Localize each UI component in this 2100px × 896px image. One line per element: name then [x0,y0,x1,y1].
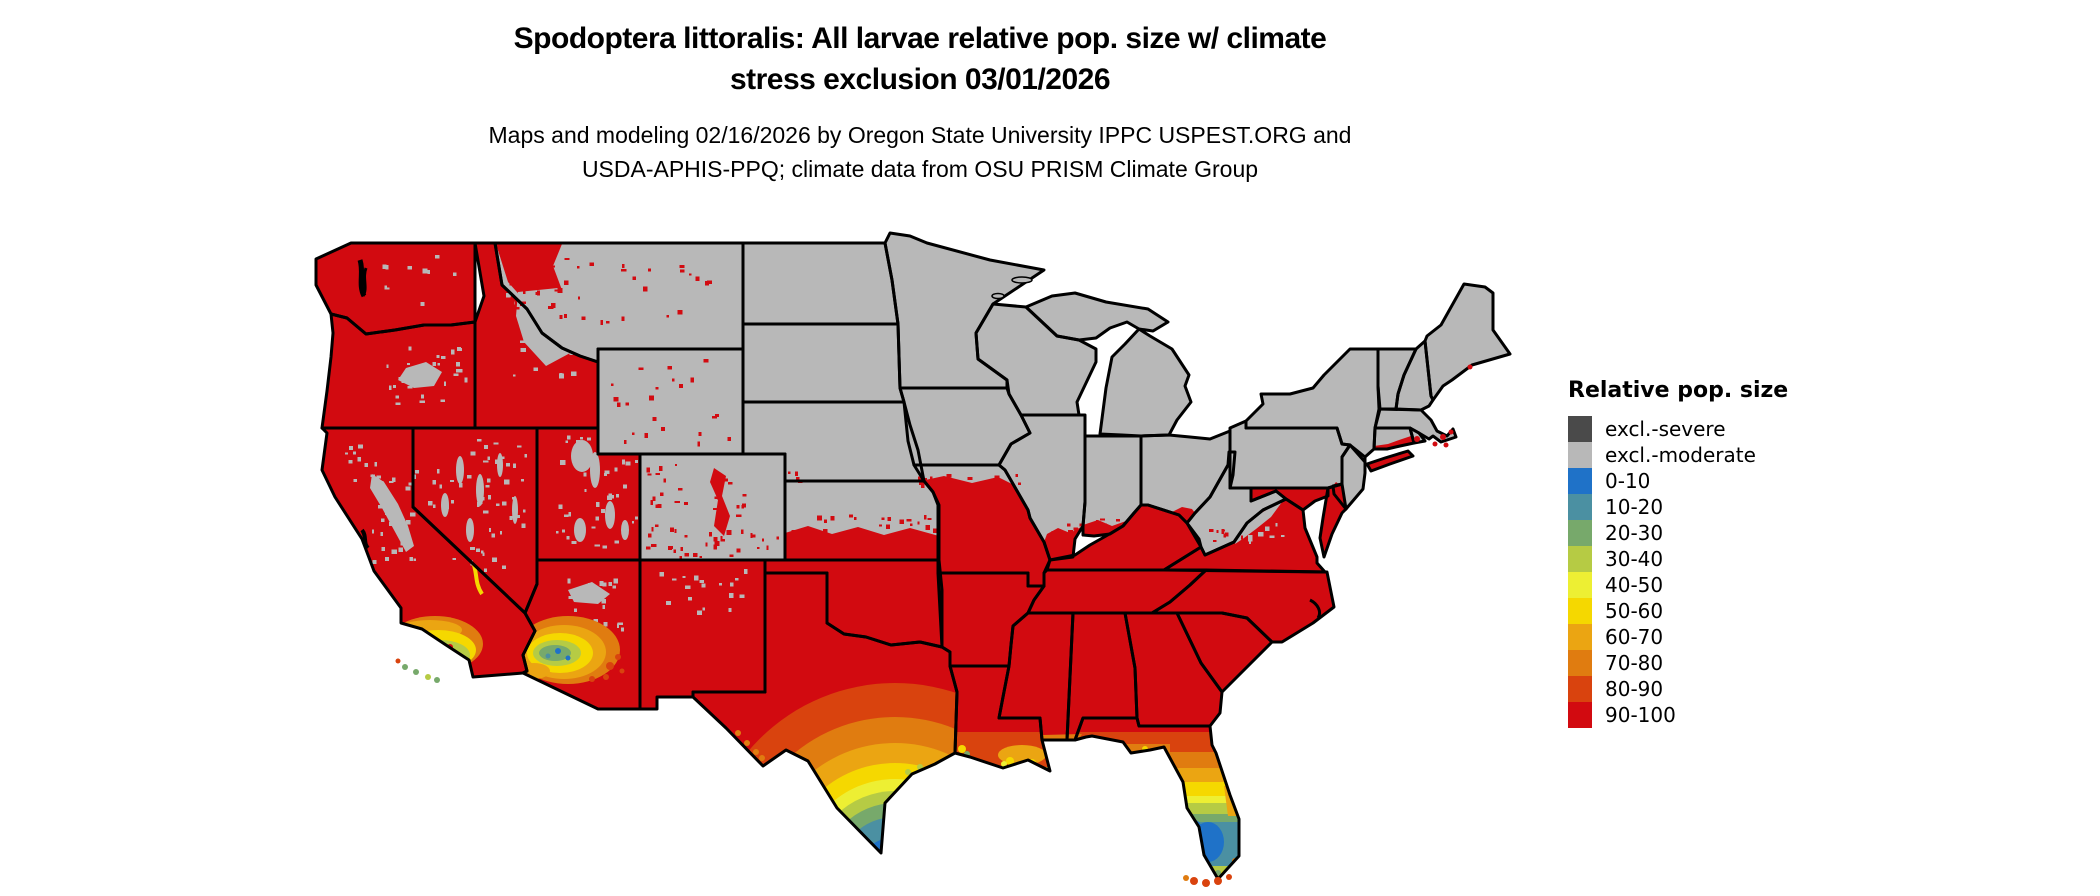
state-ms [999,613,1073,740]
state-nm [640,560,765,709]
state-nh [1396,341,1433,410]
state-al [1067,613,1137,740]
legend-item: 10-20 [1568,494,1788,520]
coastal-dots [1183,364,1473,887]
legend-item: 80-90 [1568,676,1788,702]
legend-item: 90-100 [1568,702,1788,728]
legend-item-label: 50-60 [1605,599,1664,623]
state-ar [938,573,1044,666]
legend-item: 30-40 [1568,546,1788,572]
state-ok [765,560,942,647]
legend-item-label: excl.-severe [1605,417,1726,441]
map-patches [370,244,1414,604]
state-li [1367,451,1413,471]
water-features [357,259,1322,619]
state-ia [900,388,1030,465]
legend-title: Relative pop. size [1568,378,1789,403]
state-ga [1125,613,1222,726]
us-population-map [310,230,1530,892]
state-tn [1028,570,1206,613]
legend-swatch [1568,598,1592,624]
legend-swatch [1568,624,1592,650]
legend-item-label: 70-80 [1605,651,1664,675]
state-sc [1177,613,1272,692]
figure-header: Spodoptera littoralis: All larvae relati… [270,18,1570,186]
legend-item-label: excl.-moderate [1605,443,1756,467]
state-ne [743,402,924,481]
state-ma [1375,409,1456,442]
state-me [1425,284,1510,400]
state-mn [885,233,1044,388]
legend-item: 40-50 [1568,572,1788,598]
legend-item-label: 20-30 [1605,521,1664,545]
page-title-line-2: stress exclusion 03/01/2026 [729,63,1111,96]
legend-item-label: 60-70 [1605,625,1664,649]
legend-item-label: 80-90 [1605,677,1664,701]
legend-item: 20-30 [1568,520,1788,546]
legend-item-label: 10-20 [1605,495,1664,519]
state-vt [1378,349,1416,409]
state-il [999,415,1085,560]
legend-item-label: 30-40 [1605,547,1664,571]
subtitle-line-1: Maps and modeling 02/16/2026 by Oregon S… [488,122,1352,148]
state-nd [743,243,898,324]
state-nc [1152,570,1334,642]
legend-swatch [1568,676,1592,702]
state-or [322,314,475,428]
us-map-svg [314,231,1512,887]
legend-swatch [1568,416,1592,442]
legend-swatch [1568,494,1592,520]
legend-item: excl.-severe [1568,416,1788,442]
legend-swatch [1568,546,1592,572]
legend-item: 50-60 [1568,598,1788,624]
state-wi [976,304,1096,415]
state-in [1083,436,1141,536]
legend-swatch [1568,702,1592,728]
legend-item: excl.-moderate [1568,442,1788,468]
legend-swatch [1568,520,1592,546]
figure-subtitle: Maps and modeling 02/16/2026 by Oregon S… [270,118,1570,186]
legend: Relative pop. size excl.-severe excl.-mod… [1568,378,1788,728]
map-speckles [344,248,1285,632]
state-wa [316,243,475,334]
legend-swatch [1568,650,1592,676]
subtitle-line-2: USDA-APHIS-PPQ; climate data from OSU PR… [581,156,1259,182]
legend-item: 60-70 [1568,624,1788,650]
legend-item-label: 90-100 [1605,703,1676,727]
legend-item: 70-80 [1568,650,1788,676]
legend-item: 0-10 [1568,468,1788,494]
state-wy [598,349,743,454]
legend-swatch [1568,442,1592,468]
state-oh [1141,431,1230,523]
state-borders [314,231,1512,881]
state-mi_up [1026,293,1168,340]
state-mi [1100,329,1191,436]
page-title-line-1: Spodoptera littoralis: All larvae relati… [513,22,1327,55]
state-ny [1246,349,1380,462]
state-sd [743,324,904,402]
legend-swatch [1568,572,1592,598]
legend-items: excl.-severe excl.-moderate 0-10 10-20 20-30… [1568,416,1788,728]
legend-swatch [1568,468,1592,494]
legend-item-label: 40-50 [1605,573,1664,597]
state-co [640,454,785,560]
state-pa [1230,421,1350,488]
state-ky [1047,505,1201,570]
legend-item-label: 0-10 [1605,469,1651,493]
